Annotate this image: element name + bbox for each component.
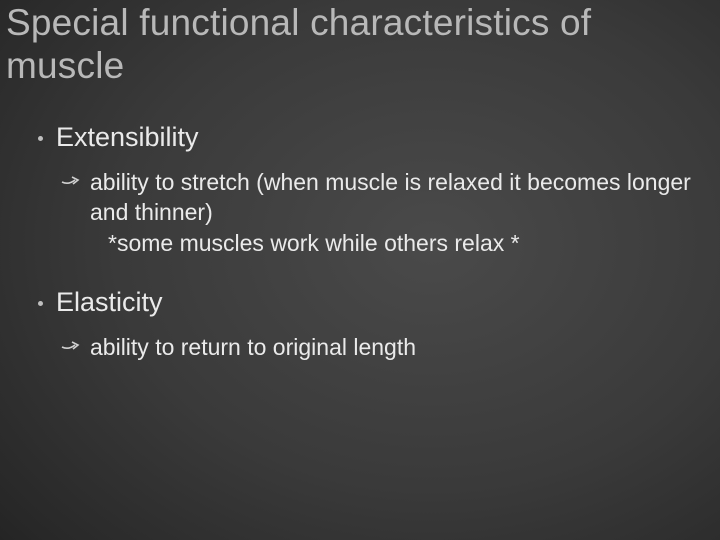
slide-content: Extensibility ability to stretch (when m… xyxy=(6,87,708,362)
arrow-icon xyxy=(60,335,86,357)
list-subitem: ability to return to original length xyxy=(32,332,708,362)
list-item: Extensibility xyxy=(32,121,708,155)
list-subitem-text: ability to stretch (when muscle is relax… xyxy=(90,169,691,225)
list-subitem-text: ability to return to original length xyxy=(90,334,416,360)
arrow-icon xyxy=(60,170,86,192)
list-subitem-note: *some muscles work while others relax * xyxy=(90,228,698,258)
slide: Special functional characteristics of mu… xyxy=(0,0,720,540)
list-item: Elasticity xyxy=(32,286,708,320)
list-item-heading: Elasticity xyxy=(56,287,163,317)
list-item-heading: Extensibility xyxy=(56,122,199,152)
list-subitem: ability to stretch (when muscle is relax… xyxy=(32,167,708,258)
slide-title: Special functional characteristics of mu… xyxy=(6,0,708,87)
